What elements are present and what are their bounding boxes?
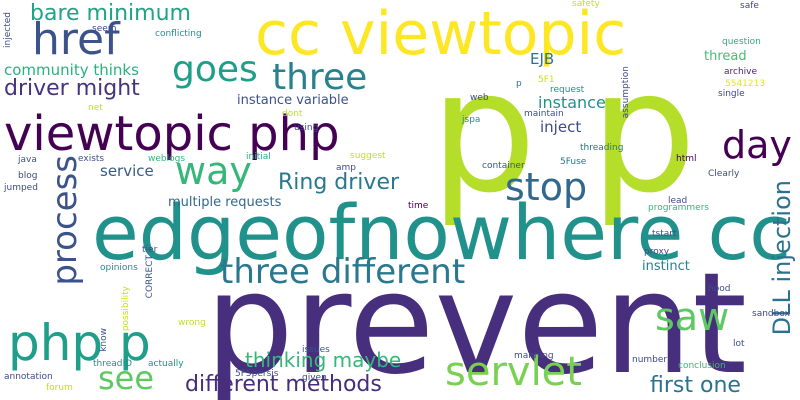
word-viewtopic-php: viewtopic php xyxy=(4,106,340,162)
word-possibility: possibility xyxy=(121,286,131,332)
word-conclusion: conclusion xyxy=(678,361,726,371)
word-programmers: programmers xyxy=(648,203,710,213)
word-thread: thread xyxy=(704,49,747,64)
word-php-p: php p xyxy=(8,314,151,372)
word-prevent: prevent xyxy=(205,243,748,400)
word-community-thinks: community thinks xyxy=(4,61,139,79)
word-correct: CORRECT xyxy=(145,255,155,299)
word-conflicting: conflicting xyxy=(155,29,202,39)
word-day: day xyxy=(722,123,792,167)
word-question: question xyxy=(722,37,761,47)
word-multiple-requests: multiple requests xyxy=(168,195,282,210)
word-seem: seem xyxy=(92,24,117,34)
word-container: container xyxy=(482,161,525,171)
word-single: single xyxy=(718,89,745,99)
word-know: know xyxy=(99,328,109,352)
word-lot: lot xyxy=(733,339,745,349)
word-5f5persis: 5F5persis xyxy=(235,369,279,379)
word-web: web xyxy=(470,93,489,103)
word-hood: hood xyxy=(708,284,731,294)
word-5541213: 5541213 xyxy=(725,79,766,89)
word-annotation: annotation xyxy=(4,372,53,382)
word-stop: stop xyxy=(505,165,588,209)
word-5f1: 5F1 xyxy=(538,75,555,85)
word-p: p xyxy=(516,79,522,89)
word-threading: threading xyxy=(580,143,624,153)
word-archive: archive xyxy=(724,67,758,77)
word-sandbox: sandbox xyxy=(752,309,790,319)
word-given: given xyxy=(302,373,327,383)
word-see: see xyxy=(98,359,155,397)
word-three: three xyxy=(272,57,368,98)
word-issues: issues xyxy=(302,345,330,355)
word-bare-minimum: bare minimum xyxy=(30,1,191,26)
word-instance-variable: instance variable xyxy=(237,93,349,108)
word-safe: safe xyxy=(740,1,759,11)
word-edgeofnowhere-cc: edgeofnowhere cc xyxy=(92,188,792,277)
word-using: using xyxy=(294,123,319,133)
word-instinct: instinct xyxy=(642,259,690,274)
word-opinions: opinions xyxy=(100,263,138,273)
word-manning: manning xyxy=(514,351,554,361)
word-wrong: wrong xyxy=(178,318,206,328)
word-tier: tier xyxy=(142,245,158,255)
word-request: request xyxy=(550,85,585,95)
word-amp: amp xyxy=(336,163,356,173)
word-forum: forum xyxy=(46,383,73,393)
word-injected: injected xyxy=(3,12,13,48)
word-way: way xyxy=(175,149,252,193)
word-ejb: EJB xyxy=(530,50,555,68)
word-java: java xyxy=(18,155,37,165)
word-different-methods: different methods xyxy=(185,372,382,397)
word-driver-might: driver might xyxy=(4,76,140,101)
word-service: service xyxy=(100,162,154,180)
word-tstart: tstart xyxy=(652,229,677,239)
word-cc-viewtopic: cc viewtopic xyxy=(255,0,627,69)
word-5fuse: 5Fuse xyxy=(560,157,587,167)
word-p-p: p p xyxy=(430,34,697,230)
word-inject: inject xyxy=(540,118,582,136)
word-first-one: first one xyxy=(650,373,741,398)
word-net: net xyxy=(88,103,103,113)
word-servlet: servlet xyxy=(445,349,582,395)
word-assumption: assumption xyxy=(621,66,631,119)
word-clearly: Clearly xyxy=(708,169,740,179)
word-time: time xyxy=(408,201,429,211)
word-threadid: threadID xyxy=(93,359,133,369)
word-three-different: three different xyxy=(220,252,466,292)
word-html: html xyxy=(676,154,697,164)
word-suggest: suggest xyxy=(350,151,386,161)
word-exists: exists xyxy=(78,154,105,164)
word-weblogs: weblogs xyxy=(148,154,186,164)
word-number: number xyxy=(632,355,668,365)
word-actually: actually xyxy=(148,359,184,369)
word-process: process xyxy=(45,155,85,286)
word-goes: goes xyxy=(172,49,258,90)
word-dont: dont xyxy=(282,109,303,119)
word-initial: initial xyxy=(246,152,271,162)
word-maintain: maintain xyxy=(524,109,564,119)
word-saw: saw xyxy=(655,295,730,339)
word-instance: instance xyxy=(538,93,606,112)
word-jspa: jspa xyxy=(462,115,481,125)
word-ring-driver: Ring driver xyxy=(278,170,400,195)
word-thinking-maybe: thinking maybe xyxy=(245,348,402,372)
word-href: href xyxy=(32,14,120,65)
word-safety: safety xyxy=(572,0,600,9)
word-lead: lead xyxy=(668,196,688,206)
word-jumped: jumped xyxy=(4,183,38,193)
word-blog: blog xyxy=(18,171,38,181)
word-proxy: proxy xyxy=(644,247,670,257)
